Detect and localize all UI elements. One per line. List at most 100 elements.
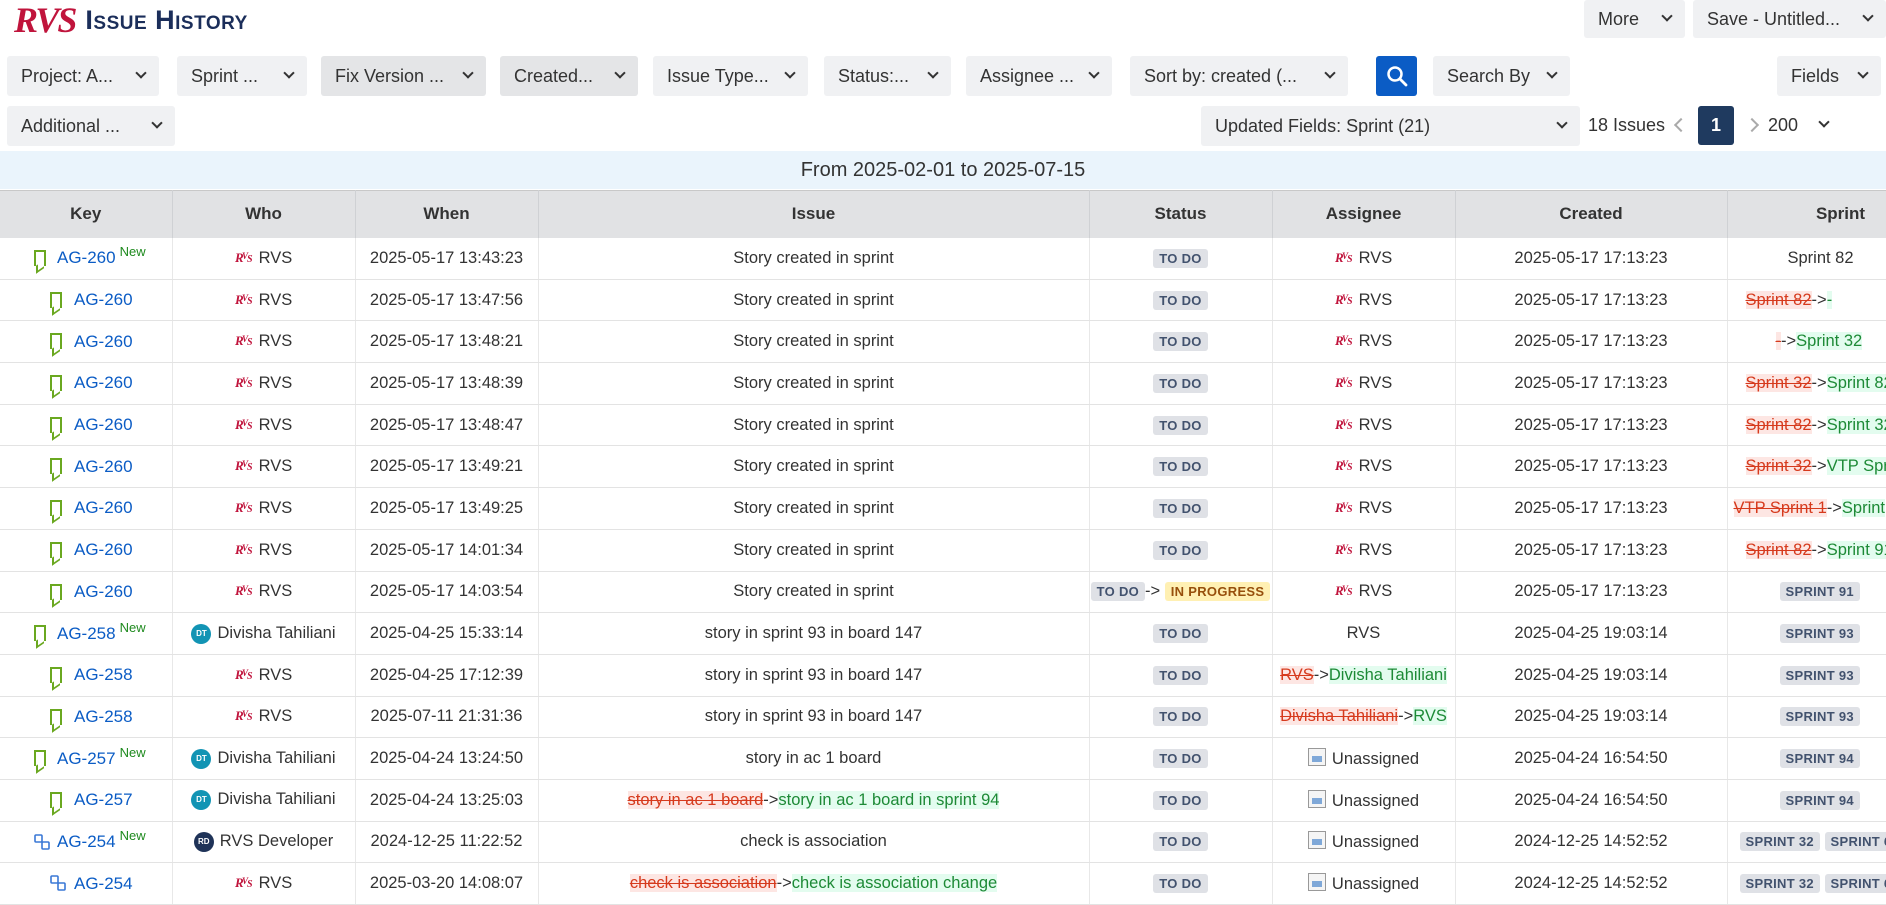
svg-text:V: V	[1342, 293, 1349, 303]
prev-page-icon[interactable]	[1673, 117, 1689, 133]
table-row[interactable]: AG-258 New DT Divisha Tahiliani 2025-04-25 1…	[0, 612, 1886, 655]
filter-issue-type[interactable]: Issue Type...	[653, 56, 808, 96]
assignee-cell: R V S RVS	[1272, 320, 1456, 364]
svg-text:V: V	[1342, 501, 1349, 511]
filter-project[interactable]: Project: A...	[7, 56, 159, 96]
story-bookmark-icon	[34, 625, 46, 642]
updated-fields-dropdown[interactable]: Updated Fields: Sprint (21)	[1201, 106, 1580, 146]
story-bookmark-icon	[50, 708, 62, 725]
created-cell: 2024-12-25 14:52:52	[1455, 821, 1728, 864]
status-cell: TO DO	[1089, 320, 1273, 364]
issue-key-link[interactable]: AG-258	[74, 706, 133, 726]
issue-key-link[interactable]: AG-260	[74, 331, 133, 351]
rvs-avatar-icon: RVS	[1335, 542, 1353, 557]
change-arrow: ->	[1398, 707, 1414, 726]
table-row[interactable]: AG-260 R V S RVS 2025-05-17 13:49:25 Story cre…	[0, 487, 1886, 530]
column-header-when[interactable]: When	[355, 190, 539, 238]
search-button[interactable]	[1376, 56, 1417, 96]
updated-fields-label: Updated Fields: Sprint (21)	[1215, 115, 1431, 136]
filter-created-label: Created...	[514, 65, 594, 86]
chevron-down-icon	[151, 117, 163, 129]
more-label: More	[1598, 8, 1640, 29]
filter-sprint-label: Sprint ...	[191, 65, 259, 86]
issue-key-link[interactable]: AG-260	[74, 498, 133, 518]
filter-status[interactable]: Status:...	[824, 56, 951, 96]
assignee-name: RVS	[1358, 582, 1393, 601]
table-row[interactable]: AG-260 R V S RVS 2025-05-17 14:01:34 Story cre…	[0, 529, 1886, 572]
column-header-assignee[interactable]: Assignee	[1272, 190, 1456, 238]
table-row[interactable]: AG-260 R V S RVS 2025-05-17 13:47:56 Story cre…	[0, 279, 1886, 322]
change-arrow: ->	[1313, 665, 1329, 684]
table-row[interactable]: AG-257 DT Divisha Tahiliani 2025-04-24 13:2…	[0, 779, 1886, 822]
assignee-new-value: Divisha Tahiliani	[1328, 665, 1447, 684]
status-cell: TO DO	[1089, 445, 1273, 489]
sort-dropdown[interactable]: Sort by: created (...	[1130, 56, 1348, 96]
sprint-badge: SPRINT 93	[1779, 624, 1860, 644]
column-header-status[interactable]: Status	[1089, 190, 1273, 238]
issue-key-link[interactable]: AG-260	[74, 415, 133, 435]
app-logo[interactable]: RVS Issue History	[14, 0, 248, 40]
issue-key-link[interactable]: AG-257	[57, 748, 116, 768]
filter-assignee[interactable]: Assignee ...	[966, 56, 1112, 96]
filter-created[interactable]: Created...	[500, 56, 638, 96]
filter-sprint[interactable]: Sprint ...	[177, 56, 307, 96]
issue-key-link[interactable]: AG-258	[57, 623, 116, 643]
created-cell: 2025-05-17 17:13:23	[1455, 320, 1728, 364]
issue-key-link[interactable]: AG-254	[74, 873, 133, 893]
sprint-old-value: Sprint 82	[1745, 290, 1812, 309]
fields-dropdown[interactable]: Fields	[1777, 56, 1881, 96]
table-row[interactable]: AG-260 R V S RVS 2025-05-17 14:03:54 Story cre…	[0, 571, 1886, 614]
table-row[interactable]: AG-260 R V S RVS 2025-05-17 13:48:47 Story cre…	[0, 404, 1886, 447]
next-page-icon[interactable]	[1744, 117, 1760, 133]
filter-additional[interactable]: Additional ...	[7, 106, 175, 146]
page-size-select[interactable]: 200	[1768, 105, 1858, 145]
rvs-avatar-icon: RVS	[1335, 333, 1353, 348]
status-cell: TO DO	[1089, 487, 1273, 530]
assignee-cell: RVS->Divisha Tahiliani	[1272, 654, 1456, 697]
table-row[interactable]: AG-260 R V S RVS 2025-05-17 13:49:21 Story cre…	[0, 445, 1886, 489]
issue-cell: Story created in sprint	[538, 571, 1090, 614]
when-cell: 2024-12-25 11:22:52	[355, 821, 539, 864]
issue-key-link[interactable]: AG-260	[74, 581, 133, 601]
save-button[interactable]: Save - Untitled...	[1693, 0, 1886, 38]
sprint-cell: VTP Sprint 1->Sprint	[1727, 487, 1886, 530]
svg-text:S: S	[247, 296, 253, 307]
issue-key-link[interactable]: AG-254	[57, 831, 116, 851]
svg-text:S: S	[247, 671, 253, 682]
issue-key-link[interactable]: AG-260	[74, 373, 133, 393]
table-row[interactable]: AG-258 R V S RVS 2025-07-11 21:31:36 story in …	[0, 696, 1886, 739]
assignee-cell: R V S RVS	[1272, 571, 1456, 614]
issue-summary: Story created in sprint	[733, 248, 894, 267]
sprint-cell: SPRINT 94	[1727, 737, 1886, 780]
table-row[interactable]: AG-260 R V S RVS 2025-05-17 13:48:21 Story cre…	[0, 320, 1886, 364]
table-row[interactable]: AG-257 New DT Divisha Tahiliani 2025-04-24 1…	[0, 737, 1886, 780]
new-tag: New	[119, 619, 146, 635]
column-header-key[interactable]: Key	[0, 190, 173, 238]
column-header-created[interactable]: Created	[1455, 190, 1728, 238]
column-header-issue[interactable]: Issue	[538, 190, 1090, 238]
table-row[interactable]: AG-254 New RD RVS Developer 2024-12-25 11:22…	[0, 821, 1886, 864]
issue-key-link[interactable]: AG-260	[74, 290, 133, 310]
svg-text:V: V	[242, 876, 249, 886]
status-cell: TO DO	[1089, 654, 1273, 697]
table-row[interactable]: AG-260 R V S RVS 2025-05-17 13:48:39 Story cre…	[0, 362, 1886, 405]
rvs-avatar-icon: RVS	[235, 708, 253, 723]
table-row[interactable]: AG-260 New R V S RVS 2025-05-17 13:43:23 Story …	[0, 237, 1886, 280]
issue-key-link[interactable]: AG-260	[74, 540, 133, 560]
issue-key-link[interactable]: AG-260	[74, 456, 133, 476]
svg-text:R: R	[235, 292, 244, 307]
filter-fix-version[interactable]: Fix Version ...	[321, 56, 486, 96]
issue-key-link[interactable]: AG-260	[57, 248, 116, 268]
more-button[interactable]: More	[1584, 0, 1685, 38]
table-row[interactable]: AG-258 R V S RVS 2025-04-25 17:12:39 story in …	[0, 654, 1886, 697]
page-1-button[interactable]: 1	[1698, 106, 1734, 145]
issue-key-link[interactable]: AG-257	[74, 790, 133, 810]
column-header-sprint[interactable]: Sprint	[1727, 190, 1886, 238]
status-cell: TO DO	[1089, 696, 1273, 739]
table-row[interactable]: AG-254 R V S RVS 2025-03-20 14:08:07 check is …	[0, 862, 1886, 905]
issue-key-link[interactable]: AG-258	[74, 665, 133, 685]
search-by-dropdown[interactable]: Search By	[1433, 56, 1570, 96]
svg-text:S: S	[1347, 296, 1353, 307]
who-cell: RD RVS Developer	[172, 821, 356, 864]
column-header-who[interactable]: Who	[172, 190, 356, 238]
